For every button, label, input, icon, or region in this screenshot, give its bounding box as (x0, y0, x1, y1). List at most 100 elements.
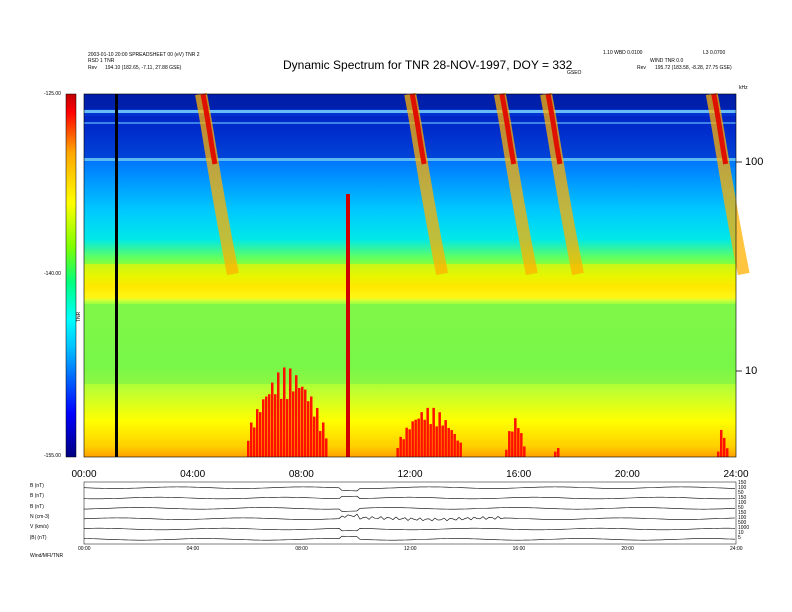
burst-core-3 (545, 93, 563, 165)
red-emission-1-3 (405, 427, 408, 457)
burst-core-2 (499, 93, 517, 165)
red-emission-0-13 (286, 399, 289, 457)
colorbar (65, 93, 77, 458)
header-right-info-1: 1.10 WBD 0.0100 (603, 50, 643, 56)
x-tick-label: 04:00 (180, 469, 206, 480)
chart-title: Dynamic Spectrum for TNR 28-NOV-1997, DO… (283, 58, 573, 72)
header-center-small: GSEO (567, 70, 582, 76)
x-tick-label: 12:00 (397, 469, 423, 480)
red-emission-0-16 (295, 375, 298, 457)
red-emission-1-11 (429, 424, 432, 457)
red-emission-1-7 (417, 418, 420, 457)
red-emission-1-9 (423, 419, 426, 457)
red-emission-0-18 (301, 386, 304, 457)
red-emission-0-26 (325, 438, 328, 457)
red-emission-0-3 (256, 409, 259, 457)
x-tick-label: 08:00 (288, 469, 314, 480)
red-emission-0-22 (313, 416, 316, 457)
red-emission-2-5 (520, 433, 523, 457)
horizontal-line-3 (84, 158, 736, 161)
footer-label: Wind/MFI/TNR (30, 553, 64, 559)
red-emission-0-24 (319, 431, 322, 457)
red-emission-1-13 (435, 426, 438, 457)
red-emission-1-4 (408, 429, 411, 457)
red-emission-0-12 (283, 367, 286, 457)
colorbar-label: TNR (76, 311, 82, 322)
red-emission-0-20 (307, 401, 310, 457)
panel-x-tick: 16:00 (512, 546, 526, 552)
red-emission-0-25 (322, 422, 325, 457)
spike-line (346, 194, 350, 457)
panel-label: B (nT) (30, 503, 44, 510)
red-emission-1-18 (450, 430, 453, 457)
panel-trace-3 (83, 513, 736, 522)
panel-right-tick: 100 (738, 485, 747, 491)
panel-right-tick: 50 (738, 490, 744, 496)
panel-label: B (nT) (30, 483, 44, 489)
red-emission-2-4 (517, 428, 520, 457)
red-emission-2-2 (511, 431, 514, 457)
red-emission-4-3 (725, 448, 729, 457)
panel-trace-4 (83, 527, 736, 532)
red-emission-1-17 (447, 428, 450, 457)
red-emission-1-16 (444, 420, 447, 457)
panel-label: B (nT) (30, 493, 44, 500)
red-emission-2-6 (523, 446, 526, 457)
panel-right-tick: 5 (738, 535, 741, 541)
red-emission-0-4 (259, 412, 262, 457)
header-right-info-5: WIND TNR 0.0 (650, 58, 684, 64)
x-tick-label: 16:00 (506, 469, 532, 480)
red-emission-0-9 (274, 394, 277, 457)
red-emission-1-2 (402, 439, 405, 457)
red-emission-1-1 (399, 436, 402, 457)
red-emission-0-7 (268, 394, 271, 457)
colorbar-tick-top: -125.00 (44, 91, 61, 97)
red-emission-0-0 (247, 440, 250, 457)
red-emission-0-2 (253, 427, 256, 457)
header-left-info-3: 194.10 (182.65, -7.11, 27.88 GSE) (105, 65, 182, 71)
panel-trace-0 (83, 486, 736, 492)
red-emission-0-11 (280, 398, 283, 457)
panel-trace-1 (83, 495, 736, 500)
low-frequency-red-emission (247, 367, 729, 457)
panel-label: N (cm-3) (30, 514, 50, 520)
panel-right-tick: 100 (738, 500, 747, 506)
panel-trace-5 (83, 535, 736, 541)
panel-label: V (km/s) (30, 524, 49, 531)
red-emission-1-12 (432, 407, 435, 457)
red-emission-0-19 (304, 389, 307, 457)
red-emission-0-23 (316, 407, 319, 457)
y-unit: kHz (739, 85, 748, 91)
parameter-panels (83, 481, 737, 545)
panel-x-tick: 04:00 (186, 546, 200, 552)
red-emission-0-5 (262, 399, 265, 457)
panel-x-tick: 00:00 (78, 546, 91, 552)
panel-right-tick: 500 (738, 520, 747, 526)
panel-x-tick: 12:00 (404, 546, 417, 552)
x-tick-label: 00:00 (71, 469, 97, 480)
header-left-info-2: RSD 1 TNR (88, 58, 115, 64)
red-emission-2-0 (505, 449, 508, 457)
red-emission-1-0 (396, 448, 399, 457)
red-emission-4-1 (719, 429, 723, 457)
red-emission-1-6 (414, 419, 417, 457)
red-emission-0-21 (310, 396, 313, 457)
panel-x-tick: 24:00 (730, 546, 743, 552)
red-emission-1-10 (426, 407, 429, 457)
red-emission-0-1 (250, 422, 253, 457)
panel-right-tick: 1000 (738, 525, 750, 531)
y-tick-10: 10 (745, 365, 758, 377)
x-tick-label: 24:00 (723, 469, 749, 480)
panel-x-tick: 20:00 (621, 546, 634, 552)
header-right-info-2: L3 0.0700 (703, 50, 726, 56)
red-emission-1-19 (453, 433, 456, 457)
red-emission-0-8 (271, 382, 274, 457)
panel-right-tick: 50 (738, 505, 744, 511)
red-emission-1-20 (456, 440, 459, 457)
panel-trace-2 (83, 507, 736, 512)
right-axis (736, 161, 742, 372)
radio-bursts (195, 92, 750, 276)
yellow-band (84, 264, 736, 299)
panel-right-tick: 10 (738, 530, 744, 536)
header-right-rev: Rev (637, 65, 646, 71)
